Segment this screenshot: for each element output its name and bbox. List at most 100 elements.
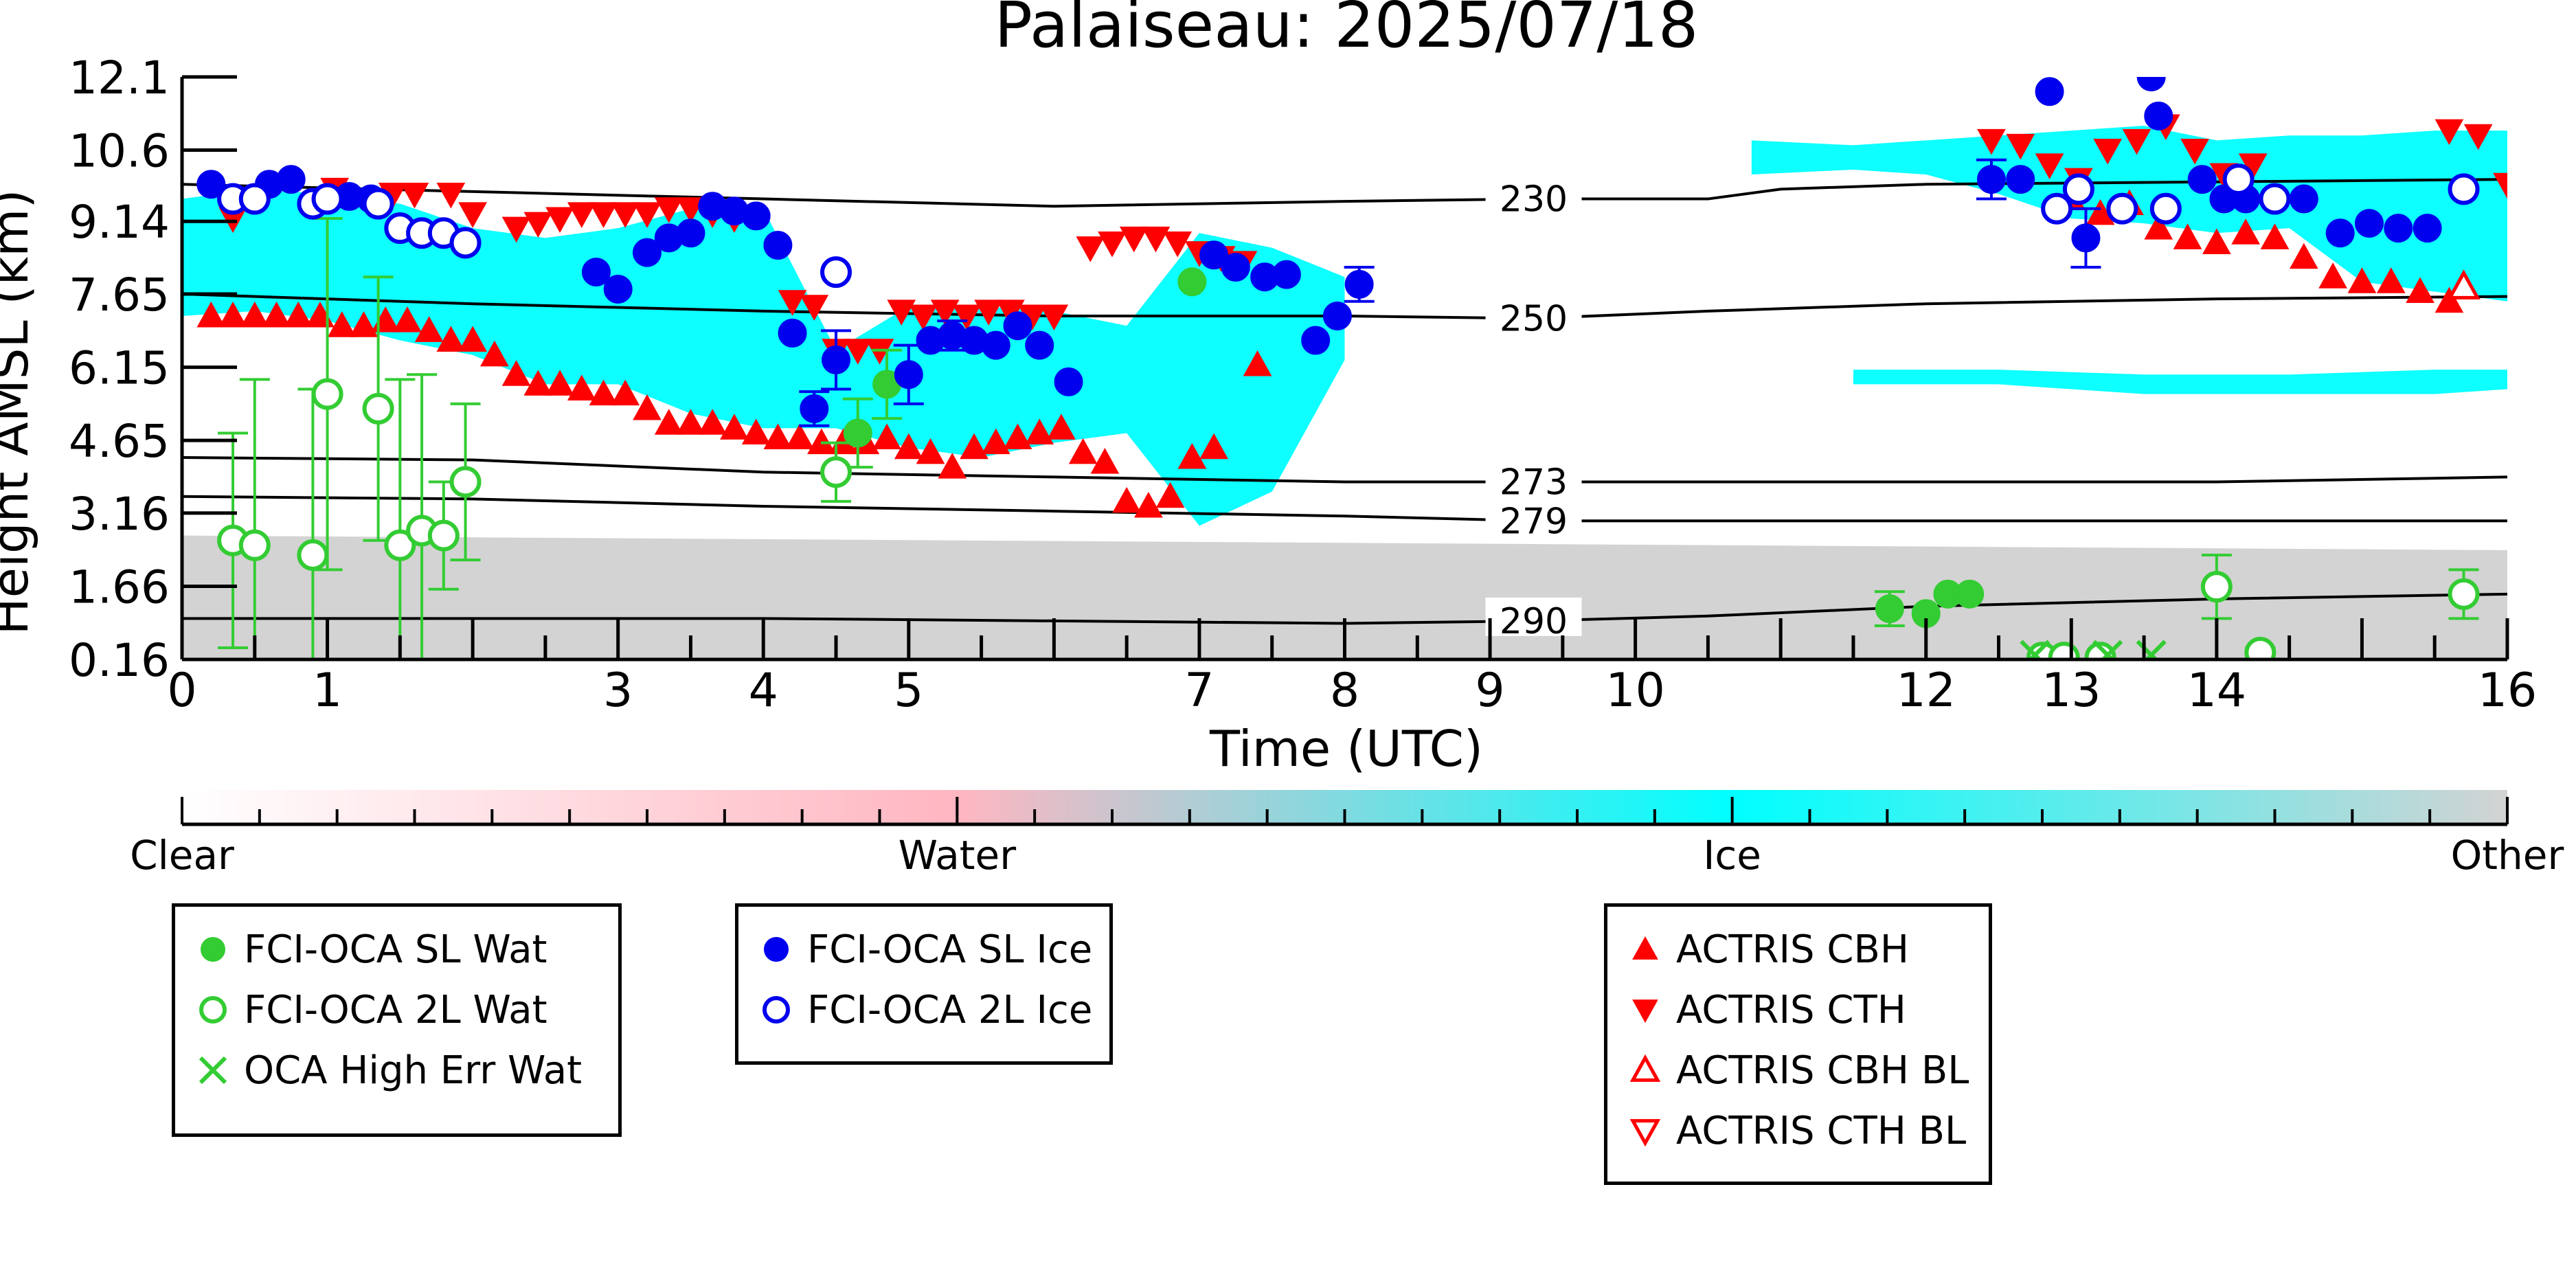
contour-label-bg — [1485, 175, 1582, 214]
legend-item-fci-oca-2l-wat: FCI-OCA 2L Wat — [175, 982, 618, 1037]
point-oca-high-err-wat — [2020, 640, 2050, 659]
point-actris-cbh — [676, 409, 705, 435]
legend-label: ACTRIS CBH BL — [1676, 1048, 1969, 1093]
point-oca-high-err-wat — [2136, 640, 2167, 659]
point-actris-cbh — [327, 311, 357, 337]
point-actris-cbh — [960, 433, 988, 460]
point-actris-cbh — [938, 453, 967, 479]
x-tick-label: 7 — [1184, 664, 1214, 718]
point-actris-cbh — [698, 409, 727, 435]
point-actris-cth — [2006, 133, 2035, 160]
legend-marker-triangle-up — [1629, 1054, 1661, 1082]
point-fci-oca-sl-ice — [894, 360, 923, 389]
point-fci-oca-sl-ice — [1025, 330, 1054, 360]
point-fci-oca-sl-ice — [778, 318, 807, 348]
point-fci-oca-sl-ice — [1199, 240, 1229, 270]
legend-symbol — [1629, 1054, 1661, 1082]
point-actris-cth — [887, 300, 916, 326]
point-actris-cbh — [872, 423, 901, 450]
legend-symbol — [764, 937, 789, 962]
point-fci-oca-sl-ice — [1344, 269, 1374, 299]
legend-water: FCI-OCA SL Wat FCI-OCA 2L Wat OCA High Err… — [172, 903, 622, 1137]
point-actris-cbh — [981, 428, 1010, 455]
point-fci-oca-sl-wat — [1177, 267, 1207, 297]
legend-item-actris-cth: ACTRIS CTH — [1607, 982, 1989, 1037]
point-actris-cbh — [2406, 277, 2434, 303]
point-actris-cth — [676, 197, 705, 223]
point-fci-oca-sl-ice — [2187, 165, 2217, 194]
point-actris-cth — [2035, 153, 2064, 179]
point-fci-oca-sl-ice — [276, 165, 306, 194]
legend-symbol — [1632, 999, 1658, 1024]
point-actris-cbh — [2347, 267, 2377, 293]
point-fci-oca-sl-ice — [1301, 326, 1331, 355]
point-fci-oca-sl-ice — [2384, 214, 2413, 243]
point-fci-oca-2l-wat — [820, 456, 852, 488]
point-actris-cth — [1163, 231, 1193, 258]
point-actris-cth — [611, 202, 640, 228]
point-actris-cbh — [633, 394, 662, 420]
point-fci-oca-sl-ice — [676, 218, 705, 248]
point-fci-oca-sl-ice — [581, 258, 611, 287]
contour-label-bg — [1485, 597, 1582, 636]
point-fci-oca-2l-ice — [311, 183, 343, 215]
legend-marker-triangle-down — [1632, 999, 1658, 1024]
point-actris-cth — [2463, 124, 2493, 150]
point-fci-oca-sl-ice — [800, 394, 829, 423]
y-tick-label: 6.15 — [69, 342, 170, 395]
legend-label: ACTRIS CTH — [1676, 987, 1906, 1032]
point-actris-cth — [1076, 236, 1105, 262]
legend-actris: ACTRIS CBH ACTRIS CTH ACTRIS CBH BL ACTRIS … — [1604, 903, 1992, 1185]
point-fci-oca-sl-ice — [1322, 302, 1352, 331]
point-fci-oca-sl-wat — [1955, 579, 1985, 609]
point-actris-cth — [400, 182, 429, 209]
y-tick-label: 10.6 — [69, 125, 170, 178]
point-actris-cbh — [1155, 482, 1185, 508]
colorbar-label-clear: Clear — [130, 832, 234, 879]
point-actris-cbh — [741, 418, 771, 444]
point-fci-oca-sl-ice — [633, 238, 662, 267]
legend-label: OCA High Err Wat — [244, 1048, 583, 1093]
point-actris-cbh — [414, 316, 444, 342]
point-actris-cth — [909, 304, 938, 331]
cloud-region-ice-0 — [182, 189, 1345, 526]
point-actris-cbh — [1243, 350, 1272, 376]
point-actris-cbh — [1177, 442, 1207, 469]
point-actris-cbh — [240, 301, 269, 328]
legend-marker-circle — [762, 996, 790, 1024]
point-actris-cth — [2434, 119, 2464, 146]
point-actris-cth — [2493, 172, 2507, 199]
point-fci-oca-sl-ice — [196, 170, 226, 199]
point-actris-cbh — [284, 301, 313, 328]
colorbar-label-other: Other — [2451, 832, 2564, 879]
point-actris-cbh — [1112, 486, 1142, 513]
point-fci-oca-2l-ice — [2448, 173, 2480, 205]
point-actris-cth — [2122, 128, 2151, 155]
x-tick-label: 8 — [1330, 664, 1359, 718]
x-tick-label: 9 — [1475, 664, 1504, 718]
point-actris-cth — [654, 197, 683, 223]
legend-symbol — [1629, 1119, 1661, 1147]
point-actris-cbh — [501, 360, 531, 386]
colorbar-label-ice: Ice — [1703, 832, 1761, 879]
legend-marker-circle — [199, 996, 227, 1024]
point-fci-oca-2l-wat — [384, 529, 416, 561]
point-actris-cth — [436, 182, 466, 209]
point-fci-oca-sl-ice — [2071, 223, 2101, 253]
x-tick-label: 0 — [167, 664, 196, 718]
legend-label: FCI-OCA 2L Wat — [244, 987, 547, 1032]
point-actris-cth — [523, 212, 553, 238]
legend-label: FCI-OCA SL Ice — [807, 927, 1093, 972]
contour-line-273 — [182, 455, 2507, 484]
point-actris-cbh — [1090, 448, 1120, 474]
point-fci-oca-sl-ice — [1272, 260, 1301, 289]
legend-label: FCI-OCA SL Wat — [244, 927, 547, 972]
point-fci-oca-sl-ice — [1003, 311, 1032, 341]
y-tick-label: 7.65 — [69, 269, 170, 321]
point-fci-oca-sl-ice — [1221, 252, 1250, 282]
point-actris-cbh — [349, 311, 379, 337]
point-fci-oca-2l-wat — [2200, 571, 2233, 603]
